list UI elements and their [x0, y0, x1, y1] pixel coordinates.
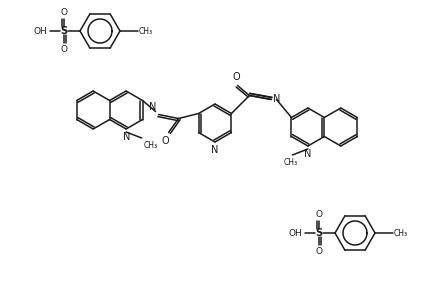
Text: CH₃: CH₃ [394, 229, 408, 237]
Text: O: O [316, 247, 323, 256]
Text: N: N [274, 94, 281, 104]
Text: N: N [149, 102, 156, 112]
Text: O: O [60, 8, 67, 17]
Text: CH₃: CH₃ [144, 141, 158, 150]
Text: O: O [316, 210, 323, 219]
Text: CH₃: CH₃ [283, 158, 298, 167]
Text: O: O [60, 45, 67, 54]
Text: N: N [123, 132, 131, 142]
Text: O: O [162, 136, 170, 146]
Text: OH: OH [33, 27, 47, 35]
Text: N: N [212, 145, 218, 155]
Text: CH₃: CH₃ [139, 27, 153, 35]
Text: N: N [304, 149, 312, 159]
Text: S: S [60, 26, 68, 36]
Text: S: S [316, 228, 323, 238]
Text: O: O [232, 72, 240, 82]
Text: OH: OH [288, 229, 302, 237]
